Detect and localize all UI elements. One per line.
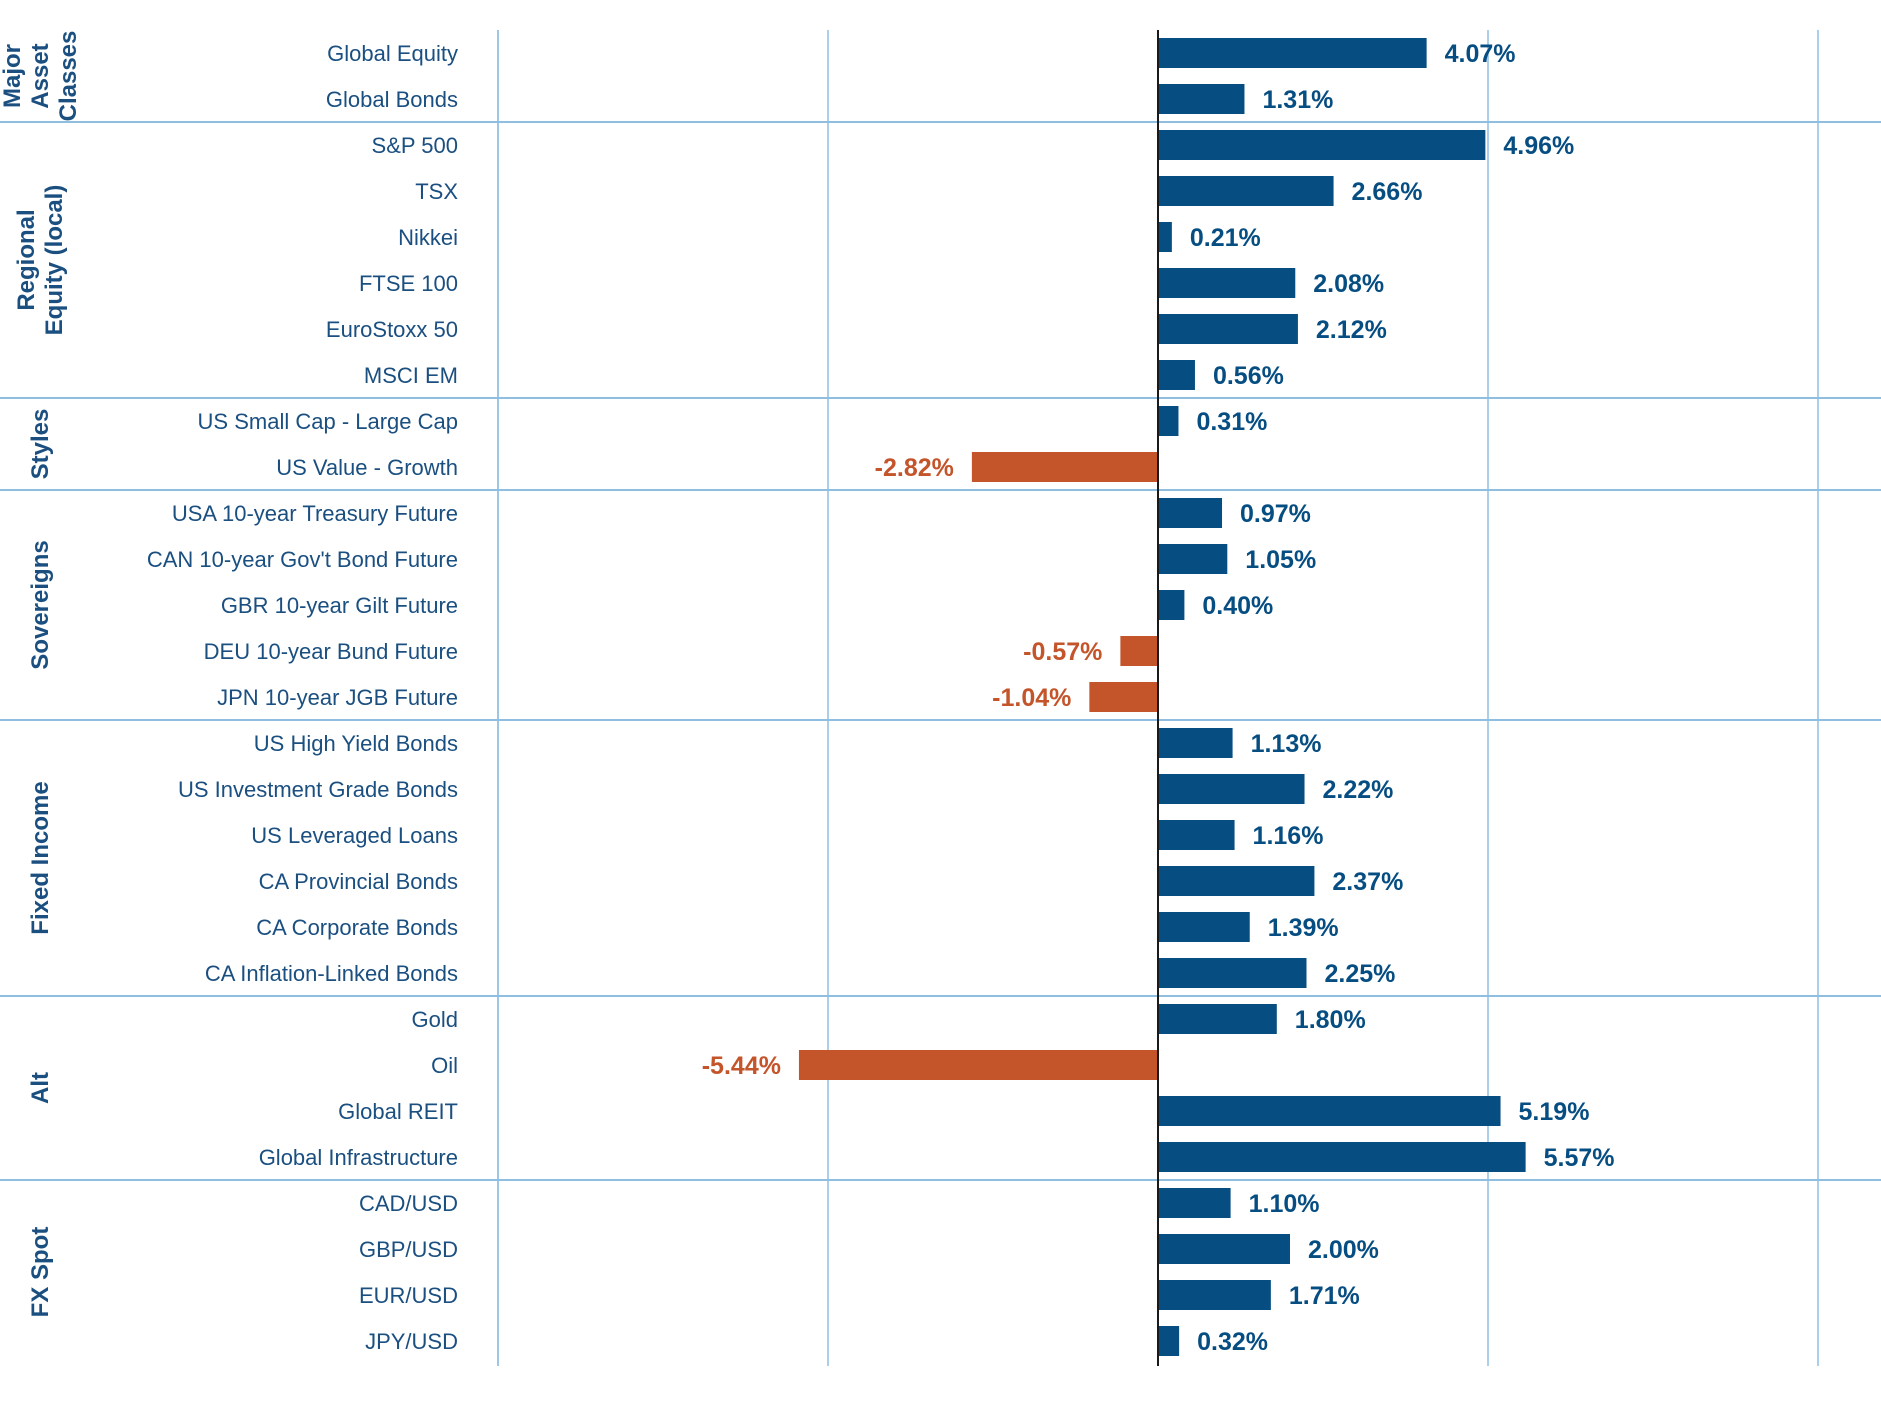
bar-tsx (1158, 176, 1334, 206)
category-label: Global REIT (338, 1099, 458, 1124)
bar-jpn-10-year-jgb-future (1089, 682, 1158, 712)
bar-global-bonds (1158, 84, 1245, 114)
category-label: JPY/USD (365, 1329, 458, 1354)
value-label: -2.82% (875, 454, 954, 482)
bar-nikkei (1158, 222, 1172, 252)
category-label: S&P 500 (372, 133, 458, 158)
category-label: USA 10-year Treasury Future (172, 501, 458, 526)
category-label: CAN 10-year Gov't Bond Future (147, 547, 458, 572)
category-label: TSX (415, 179, 458, 204)
value-label: 0.97% (1240, 500, 1311, 528)
grid-layer (0, 30, 1881, 1366)
bar-ca-provincial-bonds (1158, 866, 1315, 896)
bar-ca-inflation-linked-bonds (1158, 958, 1307, 988)
value-label: 1.80% (1295, 1006, 1366, 1034)
group-label: Alt (27, 1072, 54, 1104)
category-label: US Leveraged Loans (251, 823, 458, 848)
bar-gbp-usd (1158, 1234, 1290, 1264)
value-label: 0.31% (1196, 408, 1267, 436)
category-label: JPN 10-year JGB Future (217, 685, 458, 710)
value-label: 2.00% (1308, 1236, 1379, 1264)
value-label: 1.16% (1253, 822, 1324, 850)
value-label: 2.66% (1352, 178, 1423, 206)
bar-us-value-growth (971, 452, 1158, 482)
bar-global-equity (1158, 38, 1427, 68)
value-label: 1.31% (1262, 86, 1333, 114)
group-label: Sovereigns (27, 540, 54, 669)
bar-can-10-year-gov-t-bond-future (1158, 544, 1228, 574)
bar-eurostoxx-50 (1158, 314, 1298, 344)
value-label: 2.37% (1332, 868, 1403, 896)
category-label: EuroStoxx 50 (326, 317, 458, 342)
value-label: 4.07% (1445, 40, 1516, 68)
value-label: 2.22% (1323, 776, 1394, 804)
bar-oil (798, 1050, 1158, 1080)
value-label: 2.08% (1313, 270, 1384, 298)
bar-ftse-100 (1158, 268, 1296, 298)
group-label: MajorAssetClasses (0, 31, 82, 122)
category-label: Nikkei (398, 225, 458, 250)
bar-usa-10-year-treasury-future (1158, 498, 1223, 528)
category-label: FTSE 100 (359, 271, 458, 296)
value-label: 5.19% (1519, 1098, 1590, 1126)
category-label: DEU 10-year Bund Future (204, 639, 458, 664)
value-label: 0.40% (1202, 592, 1273, 620)
bar-gbr-10-year-gilt-future (1158, 590, 1185, 620)
category-label: US High Yield Bonds (254, 731, 458, 756)
value-label: -5.44% (702, 1052, 781, 1080)
label-layer: Global Equity 4.07% Global Bonds 1.31% Major… (0, 31, 1615, 1356)
value-label: -0.57% (1023, 638, 1102, 666)
group-label: RegionalEquity (local) (13, 185, 68, 336)
category-label: Global Equity (327, 41, 458, 66)
category-label: Oil (431, 1053, 458, 1078)
value-label: 1.13% (1251, 730, 1322, 758)
value-label: -1.04% (992, 684, 1071, 712)
bar-layer (798, 30, 1526, 1366)
category-label: CA Corporate Bonds (256, 915, 458, 940)
bar-s-p-500 (1158, 130, 1486, 160)
bar-us-leveraged-loans (1158, 820, 1235, 850)
category-label: US Value - Growth (276, 455, 458, 480)
value-label: 4.96% (1503, 132, 1574, 160)
bar-msci-em (1158, 360, 1195, 390)
group-label: Fixed Income (27, 781, 54, 934)
value-label: 2.25% (1325, 960, 1396, 988)
category-label: US Investment Grade Bonds (178, 777, 458, 802)
bar-global-infrastructure (1158, 1142, 1526, 1172)
category-label: CA Provincial Bonds (259, 869, 458, 894)
group-label: Styles (27, 409, 54, 480)
value-label: 1.05% (1245, 546, 1316, 574)
category-label: CA Inflation-Linked Bonds (205, 961, 458, 986)
category-label: GBR 10-year Gilt Future (221, 593, 458, 618)
category-label: Gold (412, 1007, 458, 1032)
category-label: Global Infrastructure (259, 1145, 458, 1170)
value-label: 1.10% (1249, 1190, 1320, 1218)
value-label: 0.32% (1197, 1328, 1268, 1356)
bar-deu-10-year-bund-future (1120, 636, 1158, 666)
bar-ca-corporate-bonds (1158, 912, 1250, 942)
category-label: US Small Cap - Large Cap (198, 409, 458, 434)
category-label: GBP/USD (359, 1237, 458, 1262)
bar-cad-usd (1158, 1188, 1231, 1218)
bar-gold (1158, 1004, 1277, 1034)
group-label: FX Spot (27, 1227, 54, 1318)
category-label: CAD/USD (359, 1191, 458, 1216)
value-label: 0.56% (1213, 362, 1284, 390)
value-label: 2.12% (1316, 316, 1387, 344)
bar-us-small-cap-large-cap (1158, 406, 1179, 436)
category-label: EUR/USD (359, 1283, 458, 1308)
value-label: 1.39% (1268, 914, 1339, 942)
value-label: 1.71% (1289, 1282, 1360, 1310)
category-label: MSCI EM (364, 363, 458, 388)
value-label: 5.57% (1544, 1144, 1615, 1172)
bar-jpy-usd (1158, 1326, 1180, 1356)
bar-global-reit (1158, 1096, 1501, 1126)
bar-us-investment-grade-bonds (1158, 774, 1305, 804)
value-label: 0.21% (1190, 224, 1261, 252)
bar-eur-usd (1158, 1280, 1271, 1310)
category-label: Global Bonds (326, 87, 458, 112)
bar-us-high-yield-bonds (1158, 728, 1233, 758)
